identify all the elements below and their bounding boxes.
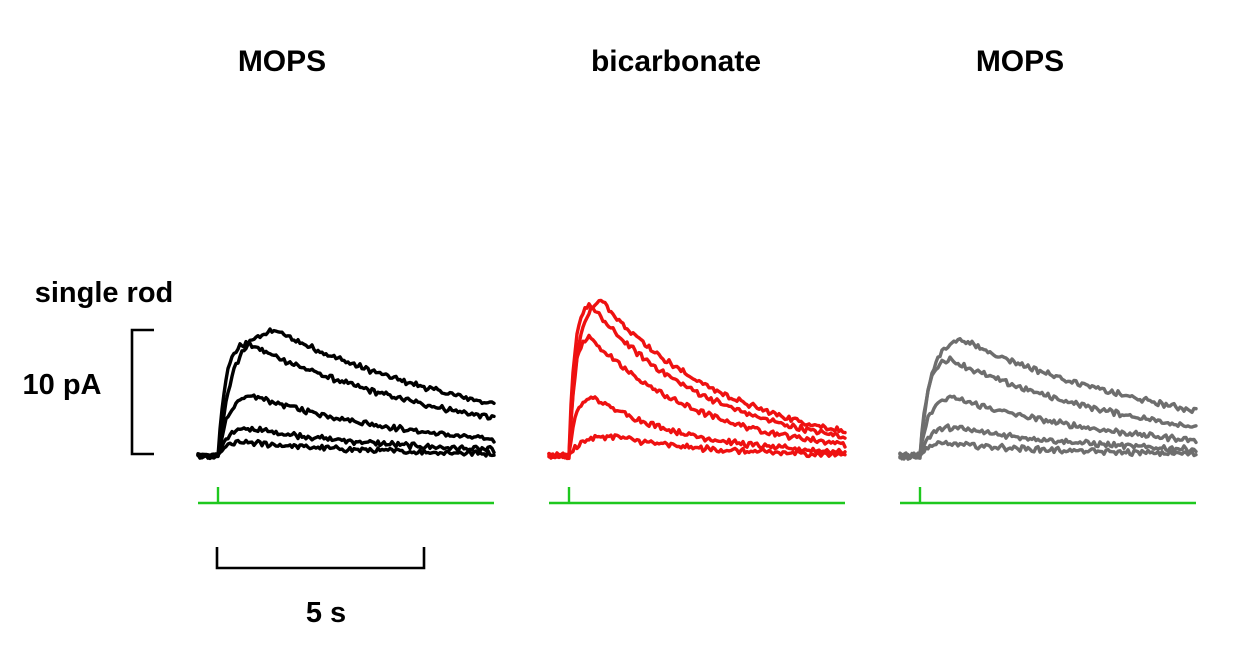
panel-titles: MOPS bicarbonate MOPS: [238, 45, 1064, 78]
response-trace: [196, 438, 496, 460]
panel-1: [196, 327, 496, 505]
response-trace: [898, 355, 1198, 461]
time-scale-bar-line: [215, 547, 426, 570]
response-trace: [547, 395, 847, 460]
response-trace: [547, 298, 847, 461]
stimulus-timing-line: [900, 487, 1196, 505]
response-trace: [196, 393, 496, 459]
time-scale-label: 5 s: [306, 597, 346, 629]
ylabel-single-rod: single rod: [35, 277, 174, 309]
amplitude-scale-bar: [130, 328, 154, 456]
panel-title-1: MOPS: [238, 45, 326, 78]
panel-title-2: bicarbonate: [591, 45, 761, 78]
amplitude-scale-label: 10 pA: [23, 369, 102, 401]
response-trace: [898, 337, 1198, 460]
panel-2: [547, 298, 847, 505]
response-trace: [898, 394, 1198, 460]
response-trace: [898, 423, 1198, 461]
response-trace: [196, 425, 496, 460]
time-scale-bar: [215, 547, 426, 570]
stimulus-timing-line: [549, 487, 845, 505]
trace-panels: [196, 298, 1198, 505]
response-trace: [547, 333, 847, 461]
stimulus-timing-line: [198, 487, 494, 505]
panel-title-3: MOPS: [976, 45, 1064, 78]
response-trace: [898, 439, 1198, 461]
response-trace: [196, 327, 496, 461]
amplitude-scale-bar-line: [130, 328, 154, 456]
response-trace: [196, 339, 496, 460]
response-trace: [547, 302, 847, 459]
response-trace: [547, 433, 847, 460]
panel-3: [898, 337, 1198, 505]
